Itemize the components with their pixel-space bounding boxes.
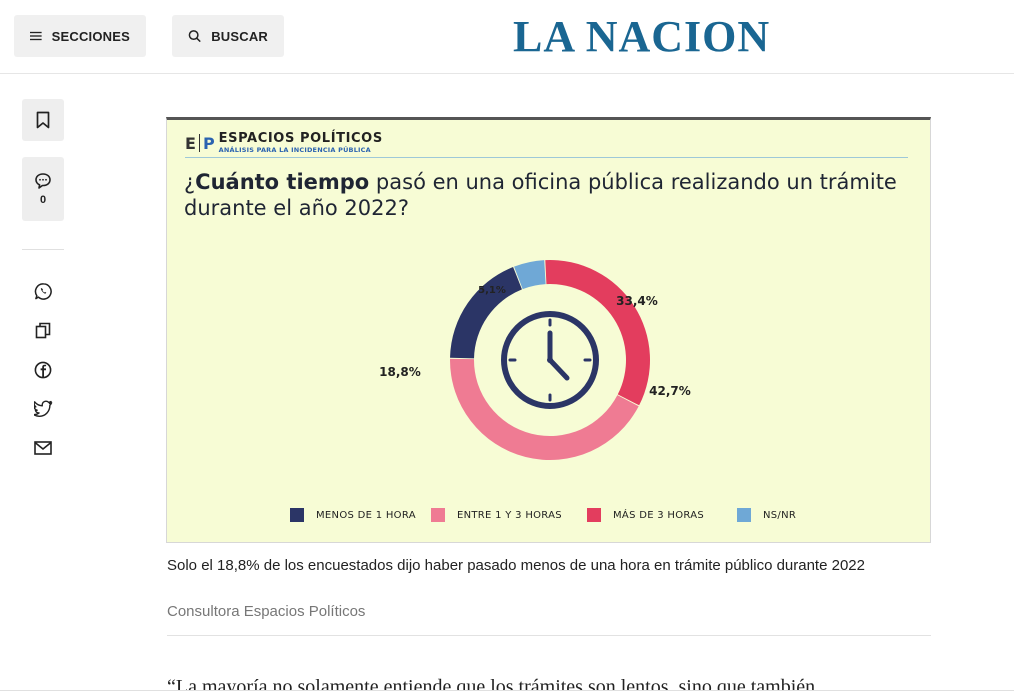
- legend-swatch: [431, 508, 445, 522]
- search-button[interactable]: BUSCAR: [172, 15, 284, 57]
- legend-swatch: [587, 508, 601, 522]
- donut-slice: [545, 260, 650, 406]
- espacios-politicos-brand: E P ESPACIOS POLÍTICOS ANÁLISIS PARA LA …: [185, 131, 383, 155]
- article-paragraph: “La mayoría no solamente entiende que lo…: [167, 676, 816, 691]
- search-icon: [188, 30, 201, 43]
- copy-link-icon: [35, 322, 51, 339]
- brand-name: ESPACIOS POLÍTICOS: [218, 131, 383, 146]
- chart-legend: MENOS DE 1 HORA ENTRE 1 Y 3 HORAS MÁS DE 3…: [290, 508, 850, 528]
- question-rest: pasó en una oficina pública realizando u…: [184, 170, 897, 220]
- legend-item: MÁS DE 3 HORAS: [587, 508, 704, 522]
- caption-divider: [167, 635, 931, 636]
- question-bold: Cuánto tiempo: [195, 170, 370, 194]
- share-email-button[interactable]: [22, 428, 64, 467]
- legend-label: NS/NR: [763, 509, 797, 521]
- legend-item: MENOS DE 1 HORA: [290, 508, 416, 522]
- comments-button[interactable]: 0: [22, 157, 64, 221]
- twitter-icon: [33, 400, 52, 417]
- legend-label: MÁS DE 3 HORAS: [613, 509, 705, 521]
- brand-mark: E P: [185, 134, 215, 153]
- brand-divider: [185, 157, 908, 158]
- email-icon: [34, 440, 52, 455]
- comment-count: 0: [39, 194, 47, 206]
- bookmark-icon: [36, 111, 50, 129]
- legend-label: MENOS DE 1 HORA: [316, 509, 416, 521]
- legend-swatch: [737, 508, 751, 522]
- menu-icon: [30, 31, 42, 41]
- slice-label: 33,4%: [616, 294, 658, 308]
- search-label: BUSCAR: [211, 28, 268, 44]
- legend-item: NS/NR: [737, 508, 796, 522]
- slice-label: 18,8%: [379, 365, 421, 379]
- sections-button[interactable]: SECCIONES: [14, 15, 146, 57]
- brand-tagline: ANÁLISIS PARA LA INCIDENCIA PÚBLICA: [218, 146, 371, 154]
- question-open: ¿: [184, 170, 196, 194]
- legend-item: ENTRE 1 Y 3 HORAS: [431, 508, 562, 522]
- slice-label: 42,7%: [649, 384, 691, 398]
- image-caption: Solo el 18,8% de los encuestados dijo ha…: [167, 557, 865, 574]
- donut-slice: [450, 358, 639, 460]
- bottom-divider: [0, 690, 1014, 691]
- share-twitter-button[interactable]: [22, 389, 64, 428]
- clock-icon: [501, 311, 599, 409]
- legend-swatch: [290, 508, 304, 522]
- slice-label: 5,1%: [478, 285, 506, 296]
- bookmark-button[interactable]: [22, 99, 64, 141]
- legend-label: ENTRE 1 Y 3 HORAS: [457, 509, 562, 521]
- share-facebook-button[interactable]: [22, 350, 64, 389]
- share-whatsapp-button[interactable]: [22, 272, 64, 311]
- chart-question: ¿Cuánto tiempo pasó en una oficina públi…: [184, 169, 904, 221]
- facebook-icon: [34, 361, 52, 378]
- donut-slice: [450, 267, 522, 359]
- sections-label: SECCIONES: [51, 28, 130, 44]
- whatsapp-icon: [34, 283, 52, 300]
- donut-slice: [514, 260, 546, 290]
- brand-mark-e: E: [185, 133, 196, 153]
- share-sidebar: 0: [22, 99, 64, 467]
- site-header: SECCIONES BUSCAR LA NACION: [0, 0, 1014, 74]
- infographic-card: E P ESPACIOS POLÍTICOS ANÁLISIS PARA LA …: [166, 117, 931, 543]
- donut-chart: 33,4% 42,7% 18,8% 5,1%: [379, 260, 691, 460]
- sidebar-divider: [22, 249, 64, 250]
- copy-link-button[interactable]: [22, 311, 64, 350]
- site-logo[interactable]: LA NACION: [513, 12, 771, 61]
- image-credit: Consultora Espacios Políticos: [167, 603, 366, 620]
- brand-mark-p: P: [202, 133, 215, 153]
- comment-icon: [35, 173, 51, 189]
